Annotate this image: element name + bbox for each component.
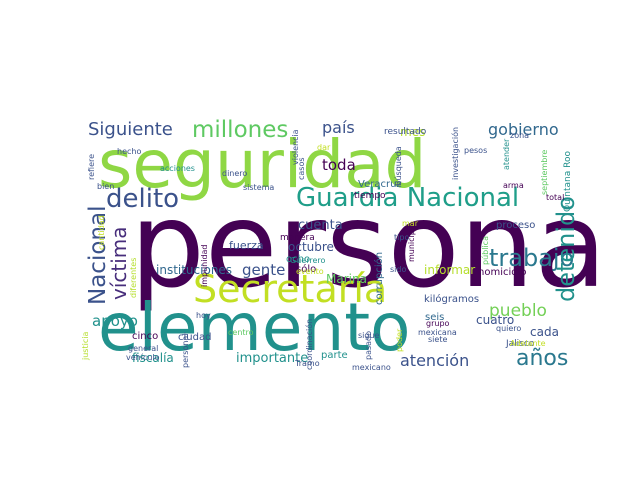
word-anos: años <box>516 346 568 371</box>
word-sido: sido <box>390 265 406 274</box>
word-proceso: proceso <box>496 220 535 231</box>
word-dinero: dinero <box>222 169 247 178</box>
word-pais: país <box>322 118 355 137</box>
word-tipo: tipo <box>394 233 409 242</box>
word-mar: mar <box>402 219 419 228</box>
word-general: general <box>128 344 158 353</box>
word-cinco: cinco <box>132 331 158 342</box>
word-seis: seis <box>425 312 444 323</box>
word-resultado: resultado <box>384 127 427 137</box>
word-justicia: justicia <box>81 332 90 361</box>
word-tramo: Tramo <box>294 359 320 368</box>
word-guerrero: Guerrero <box>290 256 325 265</box>
word-millones: millones <box>192 117 288 143</box>
word-hoy: hoy <box>196 311 211 320</box>
word-diferentes: diferentes <box>129 258 138 298</box>
word-busqueda: Búsqueda <box>394 146 403 186</box>
word-adelante: Adelante <box>510 339 546 348</box>
word-zona: zona <box>510 131 529 140</box>
word-violencia: violencia <box>291 129 300 165</box>
word-acciones: acciones <box>160 164 195 173</box>
word-gobierno: gobierno <box>488 120 559 139</box>
word-victima: víctima <box>107 226 131 300</box>
word-nacional: Nacional <box>85 206 111 305</box>
word-publica: pública <box>481 236 490 265</box>
word-dar: dar <box>317 143 331 152</box>
word-pasado: pasado <box>364 331 373 360</box>
word-sigue: sigue <box>358 331 380 340</box>
word-manera: manera <box>280 233 315 243</box>
word-refiere: refiere <box>87 154 96 180</box>
word-veracruz: Veracruz <box>358 179 402 190</box>
word-centro: centro <box>228 328 254 337</box>
word-poder: poder <box>395 328 404 352</box>
word-hecho: hecho <box>117 147 141 156</box>
word-toda: toda <box>322 156 356 174</box>
word-elemento: elemento <box>98 289 411 366</box>
word-septiembre: septiembre <box>540 150 549 195</box>
word-fiscalia: fiscalía <box>132 351 174 365</box>
word-informar: informar <box>424 263 475 277</box>
word-evento: evento <box>296 267 324 276</box>
word-siguiente: Siguiente <box>88 119 173 140</box>
word-pueblo: pueblo <box>489 301 547 321</box>
word-coordinacion: coordinación <box>304 319 314 370</box>
word-parte: parte <box>321 350 348 361</box>
word-detenido: detenido <box>552 196 580 302</box>
word-importante: importante <box>236 351 308 366</box>
word-impunidad: impunidad <box>200 244 209 287</box>
word-personal: personal <box>181 333 190 368</box>
word-total: total <box>546 193 564 202</box>
word-quintana-roo: Quintana Roo <box>563 151 573 212</box>
word-apoyo: apoyo <box>92 312 138 330</box>
word-ciudad: ciudad <box>178 332 211 343</box>
word-sistema: sistema <box>243 183 274 192</box>
word-mexicana: mexicana <box>418 328 457 337</box>
word-mexicano: mexicano <box>352 363 391 372</box>
word-vehiculo: vehículo <box>126 353 160 362</box>
word-atencion: atención <box>400 351 469 370</box>
word-quiero: quiero <box>496 324 521 333</box>
word-tiempo: tiempo <box>354 191 386 201</box>
word-siete: siete <box>428 335 447 344</box>
word-solo: sólo <box>296 263 316 275</box>
word-marina: Marina <box>326 272 367 286</box>
word-octubre: octubre <box>288 240 334 254</box>
word-bien: bien <box>97 182 114 191</box>
word-instituciones: instituciones <box>156 263 232 277</box>
cloud-background <box>80 116 570 374</box>
word-grupo: grupo <box>426 319 450 328</box>
word-delito: delito <box>106 184 179 214</box>
word-trabajo: trabajo <box>489 244 574 272</box>
word-casos: casos <box>297 157 306 180</box>
word-homicidio: homicidio <box>478 267 527 278</box>
word-persona: persona <box>130 176 607 314</box>
word-arma: arma <box>503 181 524 190</box>
word-municipio: municipio <box>407 223 416 262</box>
word-cada: cada <box>530 325 559 339</box>
word-cuatro: cuatro <box>476 313 514 327</box>
word-pesos: pesos <box>464 146 487 155</box>
word-secretaria: Secretaría <box>193 267 387 311</box>
word-ocho: ocho <box>286 254 310 265</box>
word-seguridad: seguridad <box>98 126 426 203</box>
word-guardia-nacional: Guardia Nacional <box>296 183 519 213</box>
word-cantidad: cantidad <box>97 215 106 250</box>
word-corrupcion: corrupción <box>373 252 385 305</box>
word-kilogramos: kilógramos <box>424 293 479 305</box>
word-jalisco: Jalisco <box>505 339 535 349</box>
word-fuerza: fuerza <box>229 239 264 252</box>
word-gente: gente <box>242 261 285 279</box>
word-atender: atender <box>502 138 511 170</box>
word-investigacion: investigación <box>450 127 460 180</box>
word-mes: mes <box>400 125 425 139</box>
word-cuenta: cuenta <box>298 218 343 233</box>
